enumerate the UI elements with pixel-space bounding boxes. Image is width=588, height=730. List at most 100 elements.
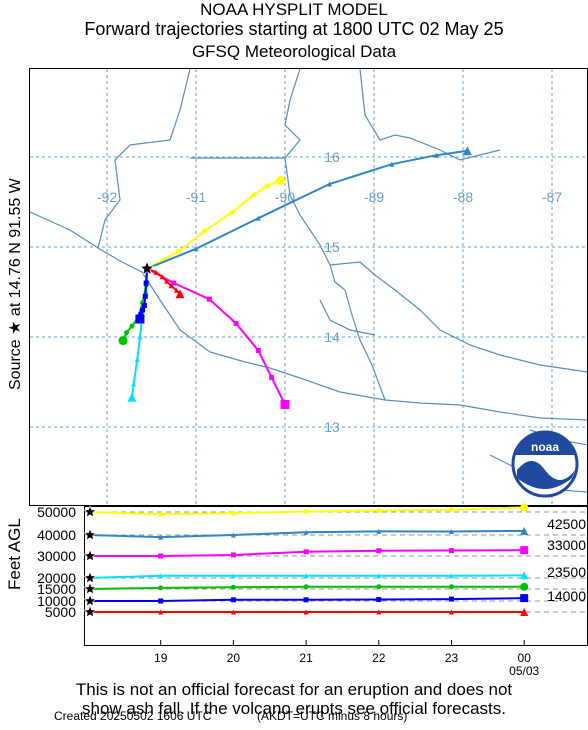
height-series-point: [158, 553, 164, 559]
border-line: [319, 299, 376, 336]
height-series-point: [376, 573, 382, 579]
lon-label: -88: [453, 189, 473, 205]
trajectory-point: [264, 183, 270, 189]
trajectory-point: [118, 336, 128, 346]
height-series-point: [230, 573, 236, 579]
map-layer: -92 -91 -90 -89 -88 -87 16 15 14 13 noaa: [30, 69, 587, 505]
height-tick-label: 30000: [37, 548, 76, 564]
height-series-point: [520, 594, 529, 603]
height-tick-label: 15000: [37, 581, 76, 597]
trajectory-point: [175, 289, 185, 299]
height-series-point: [230, 532, 236, 538]
height-right-label: 14000: [547, 588, 586, 604]
height-source-star: [83, 549, 97, 562]
trajectory-point: [164, 278, 170, 284]
trajectory-point: [141, 303, 147, 308]
created-timestamp: Created 20250502 1606 UTC: [54, 709, 212, 723]
height-series-point: [303, 509, 309, 515]
trajectory-point: [135, 314, 145, 324]
trajectory-point: [168, 283, 174, 289]
trajectory-point: [142, 294, 148, 299]
lon-label: -89: [364, 189, 384, 205]
height-series-point: [158, 573, 164, 579]
height-series-point: [449, 609, 454, 615]
height-source-star: [83, 528, 97, 541]
trajectory-point: [140, 307, 146, 313]
height-series-point: [303, 584, 309, 590]
logo-sky: [515, 431, 575, 455]
border-line: [97, 69, 191, 249]
trajectory-point: [462, 146, 472, 156]
height-source-star: [83, 582, 97, 595]
source-star: [139, 260, 155, 275]
trajectory-point: [171, 280, 177, 286]
lat-label: 15: [324, 239, 340, 255]
height-series-point: [376, 609, 382, 615]
height-series-point: [303, 597, 309, 603]
height-series-point: [520, 582, 529, 591]
trajectory-line: [146, 179, 281, 270]
height-series-point: [158, 598, 164, 604]
trajectory-point: [159, 274, 165, 280]
height-series-point: [520, 503, 529, 512]
title-model: NOAA HYSPLIT MODEL: [200, 0, 388, 19]
height-series-point: [520, 571, 529, 580]
trajectory-point: [433, 152, 439, 158]
logo-text: noaa: [531, 440, 559, 454]
height-series-point: [303, 609, 309, 615]
height-series-point: [449, 596, 454, 602]
height-source-star: [83, 571, 97, 584]
trajectory-point: [276, 175, 286, 185]
trajectory-point: [129, 323, 135, 329]
height-right-label: 23500: [547, 564, 586, 580]
timezone-note: (AKDT=UTC minus 8 hours): [257, 709, 408, 723]
time-tick-label: 19: [154, 651, 168, 665]
time-tick-label: 22: [372, 651, 386, 665]
lon-label: -90: [275, 189, 295, 205]
logo-wave: [517, 461, 575, 489]
trajectory-point: [280, 400, 290, 409]
lat-label: 16: [324, 149, 340, 165]
lon-label: -91: [186, 189, 206, 205]
height-series-point: [230, 510, 236, 516]
height-tick-label: 10000: [37, 593, 76, 609]
height-series-point: [520, 608, 529, 616]
height-series-point: [158, 609, 164, 615]
border-line: [329, 261, 587, 373]
title-meteo-data: GFSQ Meteorological Data: [191, 42, 397, 61]
height-series-point: [376, 584, 382, 590]
trajectory-point: [269, 375, 275, 380]
height-right-label: 33000: [547, 537, 586, 553]
height-series-point: [158, 534, 164, 540]
trajectory-point: [153, 269, 159, 275]
trajectory-point: [233, 321, 239, 326]
border-line: [190, 69, 301, 159]
height-tick-label: 5000: [45, 604, 76, 620]
height-series-point: [449, 584, 454, 590]
height-series-point: [303, 573, 309, 579]
lat-label: 13: [324, 419, 340, 435]
time-date-label: 05/03: [509, 664, 539, 678]
source-label: Source ★ at 14.76 N 91.55 W: [7, 178, 24, 390]
height-series-point: [376, 528, 382, 534]
height-series-point: [230, 584, 236, 590]
time-tick-label: 23: [445, 651, 459, 665]
trajectory-point: [193, 246, 199, 252]
trajectory-point: [175, 249, 181, 254]
trajectory-point: [202, 228, 208, 234]
height-series-point: [449, 548, 454, 554]
height-series-point: [303, 549, 309, 555]
height-series-point: [230, 597, 236, 603]
border-line: [344, 289, 386, 401]
height-series-point: [230, 609, 236, 615]
trajectory-point: [134, 357, 140, 362]
height-series-point: [520, 526, 529, 535]
trajectory-point: [143, 280, 149, 286]
height-series-point: [449, 507, 454, 513]
trajectory-point: [127, 392, 137, 402]
time-tick-label: 21: [299, 651, 313, 665]
trajectory-point: [173, 287, 179, 293]
height-series-point: [449, 573, 454, 579]
